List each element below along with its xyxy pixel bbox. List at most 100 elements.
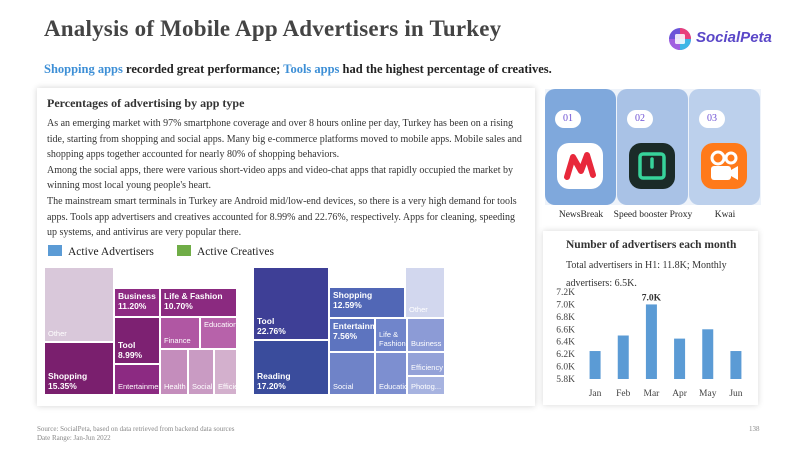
treemap-label: Efficiency	[218, 381, 236, 391]
legend-item-advertisers: Active Advertisers	[48, 245, 154, 258]
bar-jan	[589, 351, 601, 379]
treemap-label: Shopping	[333, 290, 373, 300]
speed-booster-icon	[629, 143, 675, 189]
legend-label: Active Creatives	[197, 246, 274, 258]
app-type-description: As an emerging market with 97% smartphon…	[47, 116, 527, 241]
x-tick-label: Mar	[644, 389, 661, 399]
treemap-cell-entertainment: Entertainment7.56%	[329, 318, 375, 352]
treemap-cell-shopping: Shopping 15.35%	[44, 342, 114, 395]
y-tick-label: 6.2K	[556, 350, 575, 360]
treemap-cell-efficiency: Efficiency	[214, 349, 237, 395]
socialpeta-logo: SocialPeta	[668, 26, 776, 52]
bar-mar	[645, 304, 657, 379]
treemap-label: Tool	[257, 316, 275, 326]
x-tick-label: Apr	[672, 389, 688, 399]
treemap-label: Education	[379, 381, 406, 391]
treemap-label: Reading	[257, 371, 291, 381]
treemap-value: 22.76%	[257, 325, 286, 336]
advertisers-treemap: Other Shopping 15.35% Business 11.20% Life & …	[44, 267, 237, 395]
app-name: Kwai	[714, 210, 736, 220]
app-name: NewsBreak	[558, 210, 604, 220]
legend-label: Active Advertisers	[68, 246, 154, 258]
treemap-label: Tool	[118, 340, 136, 350]
treemap-value: 10.70%	[164, 300, 193, 311]
kwai-icon	[701, 143, 747, 189]
treemap-value: 15.35%	[48, 380, 77, 391]
legend-swatch	[48, 245, 62, 256]
subtitle-text-1: recorded great performance;	[122, 62, 284, 76]
bar-jun	[730, 351, 742, 379]
bar-data-label: 7.0K	[642, 293, 662, 303]
treemap-label: Business	[411, 338, 442, 348]
treemap-value: 8.99%	[118, 349, 143, 360]
treemap-label: Education	[204, 320, 237, 329]
x-tick-label: Feb	[616, 389, 631, 399]
treemap-label: Entertainment	[333, 321, 374, 331]
y-tick-label: 6.4K	[556, 338, 575, 348]
treemap-cell-tool: Tool 8.99%	[114, 317, 160, 364]
y-tick-label: 6.6K	[556, 325, 575, 335]
legend-swatch	[177, 245, 191, 256]
treemap-label: Efficiency	[411, 362, 443, 372]
bar-apr	[674, 338, 686, 379]
date-range-note: Date Range: Jan-Jun 2022	[37, 434, 111, 442]
treemap-label: Social	[192, 381, 213, 391]
footer-source: Source: SocialPeta, based on data retrie…	[37, 425, 234, 443]
treemap-cell-social: Social	[329, 352, 375, 395]
app-rank-badge: 02	[627, 110, 653, 128]
treemap-cell-life-fashion: Life & Fashion	[375, 318, 407, 352]
treemap-cell-business: Business 11.20%	[114, 288, 160, 317]
newsbreak-icon	[557, 143, 603, 189]
treemap-label: Other	[48, 328, 67, 338]
x-tick-label: May	[699, 389, 717, 399]
treemap-label: Entertainment	[118, 381, 159, 391]
treemap-value: 7.56%	[333, 330, 358, 341]
x-tick-label: Jun	[729, 389, 742, 399]
treemap-cell-efficiency: Efficiency	[407, 352, 445, 376]
treemap-gap	[114, 267, 237, 288]
source-note: Source: SocialPeta, based on data retrie…	[37, 425, 235, 433]
paragraph: The mainstream smart terminals in Turkey…	[47, 195, 517, 239]
paragraph: Among the social apps, there were variou…	[47, 164, 513, 192]
treemap-cell-other: Other	[405, 267, 445, 318]
treemap-cell-education: Education	[375, 352, 407, 395]
treemap-label: Social	[333, 381, 354, 391]
treemap-value: 12.59%	[333, 299, 362, 310]
paragraph: As an emerging market with 97% smartphon…	[47, 118, 522, 161]
subtitle-highlight-tools: Tools apps	[283, 62, 340, 76]
y-tick-label: 6.0K	[556, 363, 575, 373]
chart-title: Number of advertisers each month	[566, 239, 737, 251]
treemap-label: Photog...	[411, 381, 442, 391]
treemap-cell-entertainment: Entertainment	[114, 364, 160, 395]
treemap-cell-finance: Finance	[160, 317, 200, 349]
treemap-cell-business: Business	[407, 318, 445, 352]
treemap-cell-tool: Tool 22.76%	[253, 267, 329, 340]
treemap-label: Business	[118, 291, 156, 301]
legend-item-creatives: Active Creatives	[177, 245, 274, 258]
treemap-label: Life & Fashion	[379, 330, 406, 348]
treemap-cell-photog: Photog...	[407, 376, 445, 395]
y-tick-label: 7.0K	[556, 300, 575, 310]
y-tick-label: 6.8K	[556, 313, 575, 323]
app-rank-badge: 03	[699, 110, 725, 128]
bar-may	[702, 329, 714, 379]
treemap-cell-social: Social	[188, 349, 214, 395]
treemap-cell-education: Education	[200, 317, 237, 349]
subtitle-highlight-shopping: Shopping apps	[44, 62, 123, 76]
treemap-cell-shopping: Shopping 12.59%	[329, 287, 405, 318]
treemap-value: 17.20%	[257, 380, 286, 391]
app-name: Speed booster Proxy	[613, 210, 693, 220]
page-number: 138	[749, 425, 760, 433]
creatives-treemap: Tool 22.76% Reading 17.20% Shopping 12.59% Oth…	[253, 267, 445, 395]
page-title: Analysis of Mobile App Advertisers in Tu…	[44, 16, 502, 41]
treemap-label: Shopping	[48, 371, 88, 381]
socialpeta-logo-icon	[669, 28, 691, 50]
app-type-heading: Percentages of advertising by app type	[47, 96, 245, 110]
treemap-label: Finance	[164, 335, 191, 345]
treemap-gap	[329, 267, 405, 287]
logo-text: SocialPeta	[696, 29, 772, 46]
y-tick-label: 5.8K	[556, 375, 575, 385]
treemap-cell-health: Health	[160, 349, 188, 395]
x-tick-label: Jan	[589, 389, 602, 399]
